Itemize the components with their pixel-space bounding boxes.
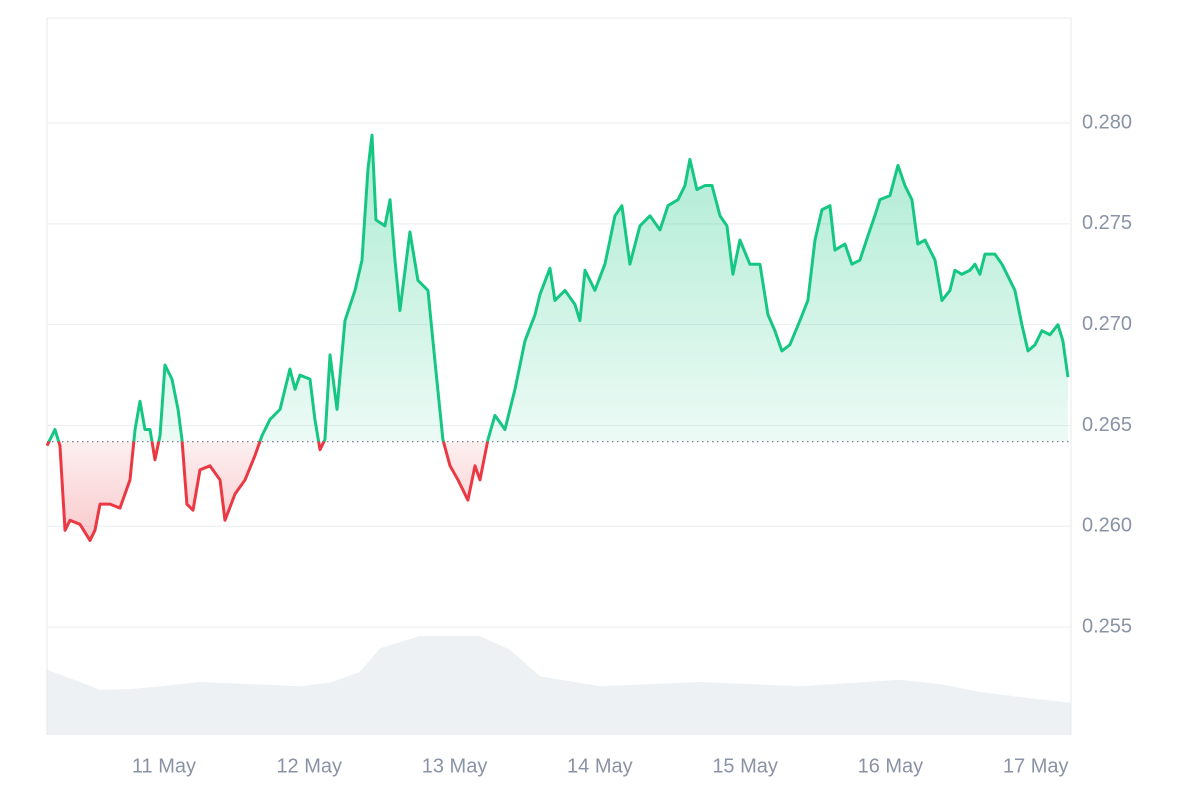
y-tick-label: 0.280 xyxy=(1082,111,1132,133)
price-line xyxy=(45,133,1070,542)
price-area xyxy=(47,135,1068,541)
x-tick-label: 17 May xyxy=(1003,755,1069,777)
y-tick-label: 0.275 xyxy=(1082,212,1132,234)
y-tick-label: 0.265 xyxy=(1082,414,1132,436)
x-tick-label: 13 May xyxy=(422,755,488,777)
y-tick-label: 0.260 xyxy=(1082,515,1132,537)
x-tick-label: 11 May xyxy=(132,755,196,777)
x-tick-label: 16 May xyxy=(858,755,924,777)
x-tick-label: 14 May xyxy=(567,755,633,777)
x-tick-label: 12 May xyxy=(276,755,342,777)
y-tick-label: 0.270 xyxy=(1082,313,1132,335)
volume-area xyxy=(47,636,1071,735)
x-tick-label: 15 May xyxy=(712,755,778,777)
y-tick-label: 0.255 xyxy=(1082,615,1132,637)
